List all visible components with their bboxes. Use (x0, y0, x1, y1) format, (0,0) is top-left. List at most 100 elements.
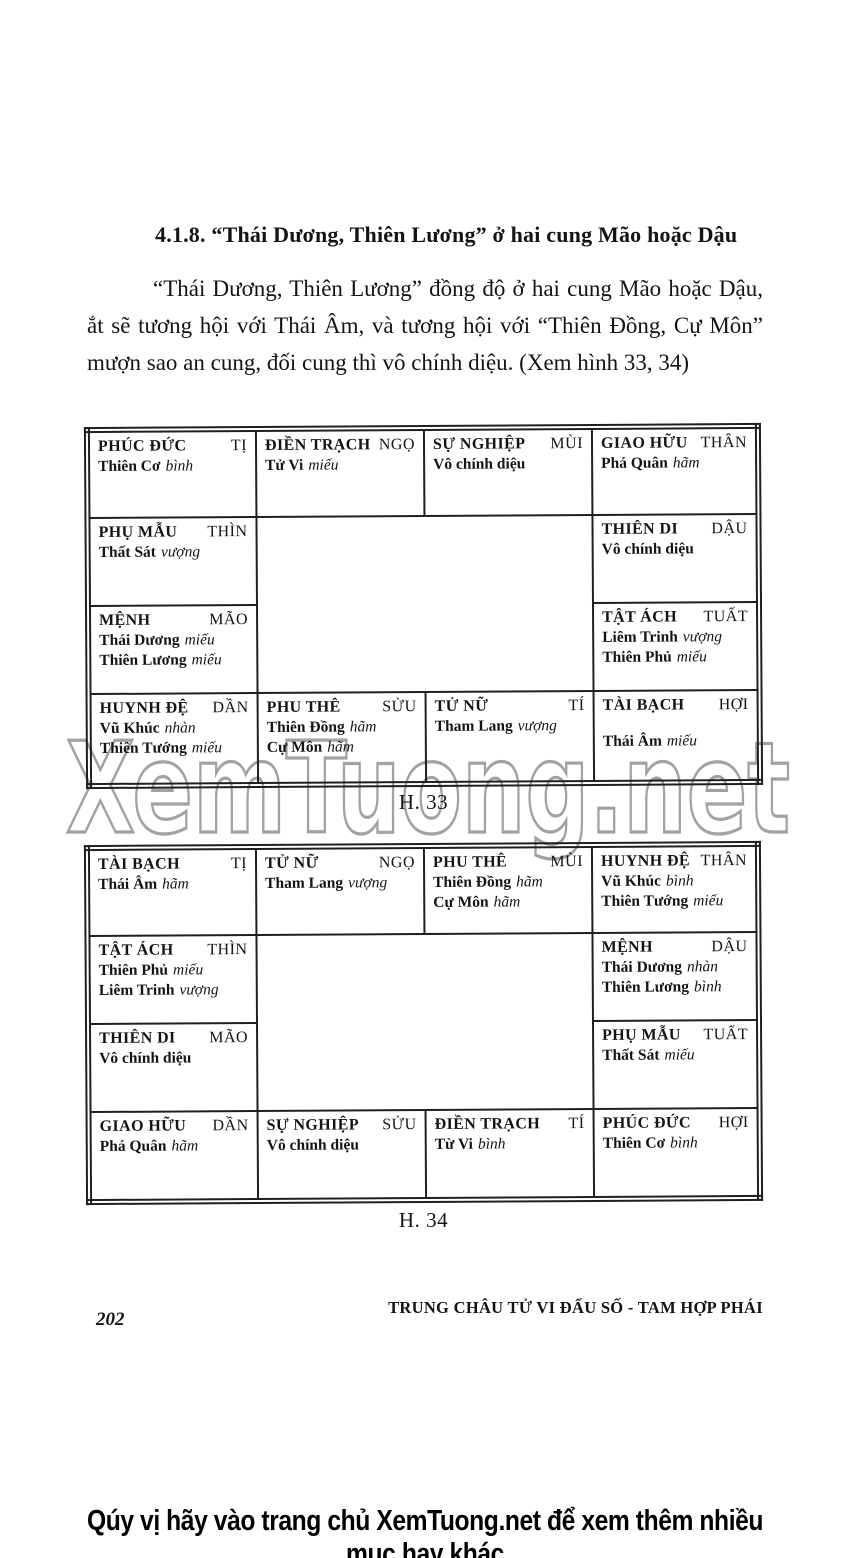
star-name: Thiên Cơ (602, 1134, 666, 1152)
star-status: vượng (348, 874, 388, 892)
branch-label: THÌN (207, 523, 248, 541)
chart-cell: SỰ NGHIỆP SỬU Vô chính diệu (257, 1109, 427, 1202)
branch-label: TỊ (230, 855, 248, 873)
figure-caption-h34: H. 34 (398, 1208, 449, 1232)
star-name: Thái Dương (99, 631, 180, 649)
star-status: hãm (493, 893, 521, 911)
star-name: Vũ Khúc (99, 719, 160, 737)
star-name: Thiên Đồng (266, 718, 345, 736)
star-name: Cự Môn (433, 893, 489, 911)
chart-cell: MỆNH MÃO Thái Dương miếu Thiên Lương miếu (87, 605, 258, 695)
branch-label: HỢI (718, 696, 749, 714)
star-status: hãm (672, 454, 700, 472)
palace-name: PHÚC ĐỨC (602, 1114, 692, 1132)
star-name: Tham Lang (434, 717, 513, 735)
star-name: Vô chính diệu (99, 1049, 192, 1067)
branch-label: NGỌ (378, 436, 416, 454)
branch-label: HỢI (718, 1114, 749, 1132)
star-status: hãm (349, 718, 377, 736)
chart-cell: HUYNH ĐỆ THÂN Vũ Khúc bình Thiên Tướng miếu (591, 843, 759, 933)
branch-label: DẬU (711, 520, 748, 538)
star-status: vượng (517, 717, 557, 735)
branch-label: SỬU (382, 698, 417, 716)
chart-cell: TẬT ÁCH THÌN Thiên Phủ miếu Liêm Trinh vượng (87, 935, 257, 1025)
chart-cell: HUYNH ĐỆ DẦN Vũ Khúc nhàn Thiên Tướng miếu (88, 693, 259, 787)
star-name: Thái Âm (602, 732, 662, 750)
star-name: Phá Quân (601, 454, 668, 472)
star-status: bình (165, 457, 194, 475)
star-name: Thiên Phủ (602, 648, 672, 666)
section-heading: 4.1.8. “Thái Dương, Thiên Lương” ở hai c… (155, 222, 738, 247)
star-status: bình (670, 1134, 698, 1152)
chart-cell: TÀI BẠCH TỊ Thái Âm hãm (86, 847, 257, 937)
empty-center-area (256, 514, 594, 694)
palace-name: TÀI BẠCH (602, 696, 685, 714)
star-status: bình (693, 978, 722, 996)
star-name: Thái Dương (601, 958, 683, 976)
branch-label: THÂN (700, 852, 748, 870)
star-status: miếu (172, 961, 204, 979)
star-status: vượng (682, 628, 723, 646)
star-name: Từ Vi (434, 1135, 473, 1153)
chart-cell: TÀI BẠCH HỢI Thái Âm miếu (593, 689, 761, 783)
palace-name: THIÊN DI (99, 1029, 176, 1047)
palace-name: PHỤ MẪU (98, 523, 178, 541)
star-status: nhàn (686, 958, 719, 976)
palace-name: TỬ NỮ (434, 697, 489, 715)
branch-label: MÙI (550, 435, 584, 453)
chart-cell: TẬT ÁCH TUẤT Liêm Trinh vượng Thiên Phủ miếu (592, 601, 760, 691)
star-name: Thiên Cơ (98, 457, 161, 475)
branch-label: MÃO (209, 1029, 249, 1047)
palace-name: SỰ NGHIỆP (266, 1116, 360, 1134)
branch-label: MÙI (550, 853, 584, 871)
palace-name: GIAO HỮU (99, 1117, 187, 1135)
chart-cell: TỬ NỮ TÍ Tham Lang vượng (425, 690, 595, 784)
palace-name: TỬ NỮ (264, 854, 319, 872)
palace-name: PHU THÊ (266, 698, 341, 716)
star-name: Thiên Lương (99, 651, 187, 669)
chart-cell: TỬ NỮ NGỌ Tham Lang vượng (255, 845, 425, 936)
palace-name: MỆNH (99, 611, 151, 629)
star-name: Phá Quân (99, 1137, 167, 1155)
chart-cell: GIAO HỮU DẦN Phá Quân hãm (88, 1111, 259, 1203)
tuvi-chart-h34: TÀI BẠCH TỊ Thái Âm hãm TỬ NỮ NGỌ Tham Lang vư… (83, 840, 764, 1206)
body-paragraph: “Thái Dương, Thiên Lương” đồng độ ở hai … (87, 276, 763, 375)
star-name: Thiên Tướng (601, 892, 689, 910)
branch-label: TÍ (568, 697, 585, 715)
star-name: Vũ Khúc (601, 872, 662, 890)
empty-center-area (256, 932, 594, 1112)
palace-name: PHÚC ĐỨC (97, 437, 187, 455)
promo-banner-text: Qúy vị hãy vào trang chủ XemTuong.net để… (86, 1505, 764, 1558)
running-footer: TRUNG CHÂU TỬ VI ĐẨU SỐ - TAM HỢP PHÁI (388, 1298, 763, 1317)
branch-label: TỊ (230, 437, 248, 455)
chart-cell: PHU THÊ SỬU Thiên Đồng hãm Cự Môn hãm (257, 691, 427, 786)
branch-label: TUẤT (703, 1026, 749, 1044)
star-status: miếu (666, 732, 698, 750)
star-name: Thiên Phủ (98, 961, 169, 979)
palace-name: HUYNH ĐỆ (600, 852, 691, 870)
chart-cell: PHÚC ĐỨC TỊ Thiên Cơ bình (86, 429, 257, 519)
star-name: Vô chính diệu (433, 455, 526, 473)
palace-name: ĐIỀN TRẠCH (264, 436, 371, 454)
chart-cell: ĐIỀN TRẠCH TÍ Từ Vi bình (425, 1108, 595, 1200)
branch-label: DẬU (711, 938, 748, 956)
branch-label: SỬU (382, 1116, 417, 1134)
chart-cell: MỆNH DẬU Thái Dương nhàn Thiên Lương bình (592, 931, 759, 1021)
branch-label: MÃO (209, 611, 249, 629)
chart-cell: SỰ NGHIỆP MÙI Vô chính diệu (423, 426, 593, 516)
star-name: Cự Môn (266, 738, 323, 756)
branch-label: NGỌ (378, 854, 416, 872)
palace-name: HUYNH ĐỆ (99, 699, 189, 717)
star-status: hãm (327, 738, 354, 756)
branch-label: THÌN (207, 941, 248, 959)
star-name: Thái Âm (98, 875, 158, 893)
star-name: Thiên Lương (601, 978, 690, 996)
branch-label: TUẤT (703, 608, 749, 626)
chart-cell: PHỤ MẪU TUẤT Thất Sát miếu (592, 1019, 760, 1109)
star-status: miếu (191, 651, 222, 669)
star-status: hãm (171, 1137, 199, 1155)
chart-cell: PHU THÊ MÙI Thiên Đồng hãm Cự Môn hãm (423, 844, 593, 934)
branch-label: DẦN (212, 699, 249, 717)
tuvi-chart-h33: PHÚC ĐỨC TỊ Thiên Cơ bình ĐIỀN TRẠCH NGỌ Tử V… (83, 422, 764, 790)
